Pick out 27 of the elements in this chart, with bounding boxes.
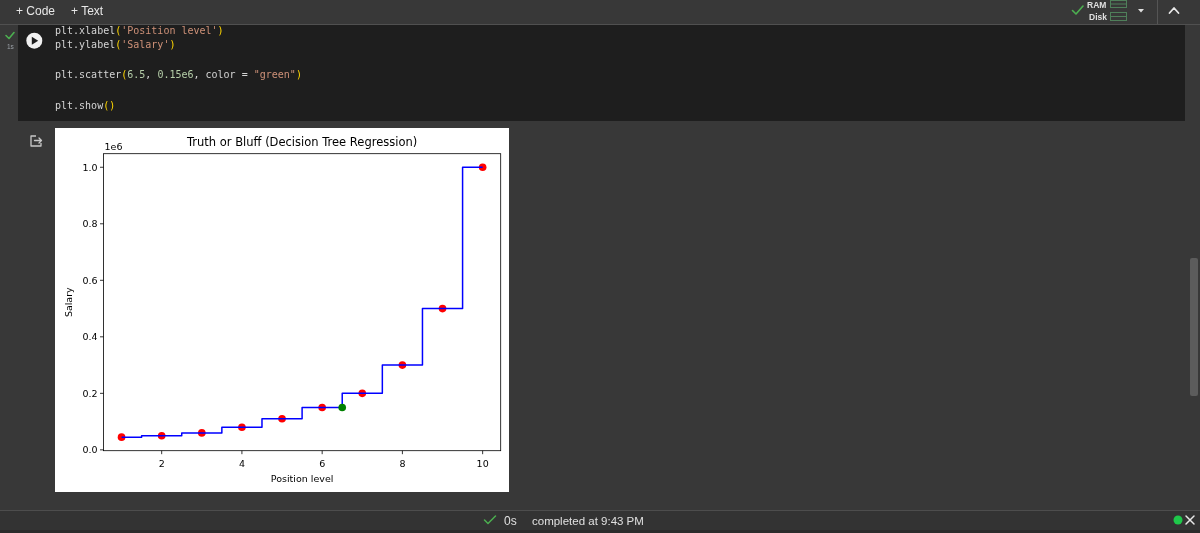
text: Disk bbox=[1089, 11, 1108, 22]
text: 0s bbox=[504, 514, 517, 528]
x-tick-label: 10 bbox=[476, 458, 489, 470]
y-tick-label: 0.2 bbox=[82, 387, 98, 399]
text: RAM bbox=[1087, 0, 1107, 10]
y-tick-label: 1.0 bbox=[82, 161, 98, 173]
y-tick-label: 0.0 bbox=[82, 444, 98, 456]
text: + Code bbox=[16, 3, 56, 18]
x-axis-title: Position level bbox=[270, 472, 334, 484]
y-axis-title: Salary bbox=[62, 286, 74, 318]
point bbox=[338, 403, 347, 412]
text: plt.scatter(6.5, 0.15e6, color = "green") bbox=[55, 68, 302, 80]
point bbox=[478, 163, 487, 172]
y-tick-label: 0.8 bbox=[82, 218, 98, 230]
x-tick-label: 4 bbox=[238, 458, 245, 470]
text: + Text bbox=[71, 3, 104, 18]
text: plt.xlabel('Position level') bbox=[55, 24, 224, 36]
text: plt.ylabel('Salary') bbox=[55, 38, 176, 50]
x-tick-label: 6 bbox=[319, 458, 326, 470]
chart-title: Truth or Bluff (Decision Tree Regression) bbox=[185, 134, 418, 149]
y-tick-label: 0.4 bbox=[82, 331, 98, 343]
x-tick-label: 2 bbox=[158, 458, 165, 470]
x-tick-label: 8 bbox=[399, 458, 406, 470]
text: 1e6 bbox=[104, 140, 123, 152]
text: plt.show() bbox=[55, 100, 116, 111]
text: completed at 9:43 PM bbox=[532, 515, 644, 527]
y-tick-label: 0.6 bbox=[82, 274, 98, 286]
